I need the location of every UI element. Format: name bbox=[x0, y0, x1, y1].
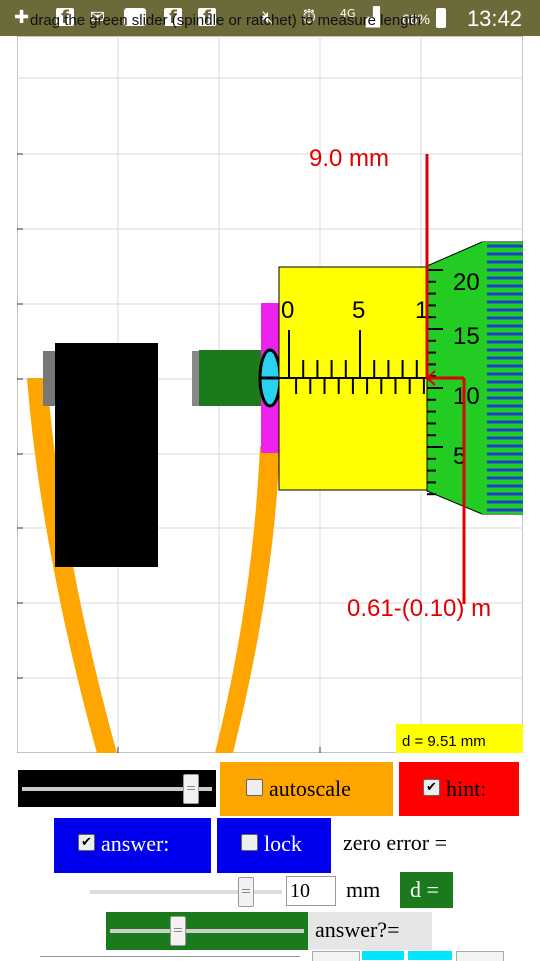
hint-checkbox[interactable]: ✔ bbox=[423, 779, 440, 796]
mute-icon: 🔇︎ bbox=[262, 7, 274, 28]
main-scale-label-5: 5 bbox=[352, 297, 365, 324]
main-scale-label-10: 1 bbox=[415, 297, 428, 324]
lock-control[interactable]: lock bbox=[217, 818, 331, 873]
zero-error-input[interactable] bbox=[286, 876, 336, 906]
reading-display-box bbox=[396, 724, 523, 753]
bottom-button-3[interactable] bbox=[408, 951, 452, 960]
battery-percent: 66% bbox=[401, 11, 430, 27]
ratchet-scale bbox=[487, 244, 523, 512]
mail-icon: ✉ bbox=[90, 7, 106, 28]
ratchet bbox=[482, 242, 523, 514]
zero-error-slider-thumb[interactable] bbox=[238, 877, 254, 907]
add-icon: ✚ bbox=[14, 7, 30, 28]
facebook-icon: f bbox=[198, 8, 216, 28]
reading-display: d = 9.51 mm bbox=[402, 733, 486, 750]
answer-checkbox[interactable]: ✔ bbox=[78, 834, 95, 851]
scale-slider-track bbox=[22, 787, 212, 791]
lock-label: lock bbox=[264, 831, 302, 856]
thimble-label-10: 10 bbox=[453, 383, 480, 410]
anvil-block bbox=[55, 343, 158, 567]
answer-prompt: answer?= bbox=[315, 917, 400, 942]
network-type: 4G bbox=[340, 7, 356, 20]
scale-slider-thumb[interactable] bbox=[183, 774, 199, 804]
d-button[interactable]: d = bbox=[400, 872, 453, 908]
autoscale-checkbox[interactable] bbox=[246, 779, 263, 796]
app-icon bbox=[124, 8, 146, 26]
facebook-icon: f bbox=[56, 8, 74, 28]
zero-error-slider-track bbox=[90, 890, 282, 894]
autoscale-control[interactable]: autoscale bbox=[220, 762, 393, 816]
instruction-text: drag the green slider (spindle or ratche… bbox=[30, 12, 422, 29]
anvil bbox=[43, 351, 57, 406]
thimble-label-20: 20 bbox=[453, 269, 480, 296]
divider bbox=[40, 956, 300, 957]
micrometer-simulation[interactable]: 0 5 1 20 15 10 5 9.0 mm 0.61-(0.10) m d … bbox=[17, 36, 523, 753]
signal-icon: ▟ bbox=[366, 7, 380, 28]
answer-control[interactable]: ✔ answer: bbox=[54, 818, 211, 873]
answer-slider[interactable] bbox=[106, 912, 308, 950]
zero-error-label: zero error = bbox=[343, 830, 448, 855]
answer-prompt-box: answer?= bbox=[308, 912, 432, 950]
autoscale-label: autoscale bbox=[269, 776, 351, 801]
spindle bbox=[199, 350, 267, 406]
d-button-label: d = bbox=[410, 877, 439, 902]
thimble-label-15: 15 bbox=[453, 323, 480, 350]
scale-slider[interactable] bbox=[18, 770, 216, 807]
main-scale-label-0: 0 bbox=[281, 297, 294, 324]
thimble-reading-label: 0.61-(0.10) m bbox=[347, 595, 491, 622]
main-reading-label: 9.0 mm bbox=[309, 145, 389, 172]
hint-control[interactable]: ✔ hint: bbox=[399, 762, 519, 816]
answer-slider-track bbox=[110, 929, 304, 933]
bottom-button-1[interactable] bbox=[312, 951, 360, 961]
bottom-button-2[interactable] bbox=[362, 951, 404, 960]
clock: 13:42 bbox=[466, 6, 522, 31]
bottom-button-4[interactable] bbox=[456, 951, 504, 961]
lock-checkbox[interactable] bbox=[241, 834, 258, 851]
battery-icon bbox=[436, 8, 446, 28]
facebook-icon: f bbox=[164, 8, 182, 28]
alarm-icon: ⏰︎ bbox=[302, 7, 317, 28]
spindle-tip bbox=[192, 351, 200, 406]
hint-label: hint: bbox=[446, 776, 487, 801]
zero-error-slider[interactable] bbox=[88, 876, 284, 908]
answer-label: answer: bbox=[101, 831, 170, 856]
status-bar: ✚ f ✉ f f 🔇︎ ⏰︎ 4G ▟ 66% 13:42 drag the … bbox=[0, 0, 540, 36]
answer-slider-thumb[interactable] bbox=[170, 916, 186, 946]
unit-label: mm bbox=[346, 877, 381, 902]
